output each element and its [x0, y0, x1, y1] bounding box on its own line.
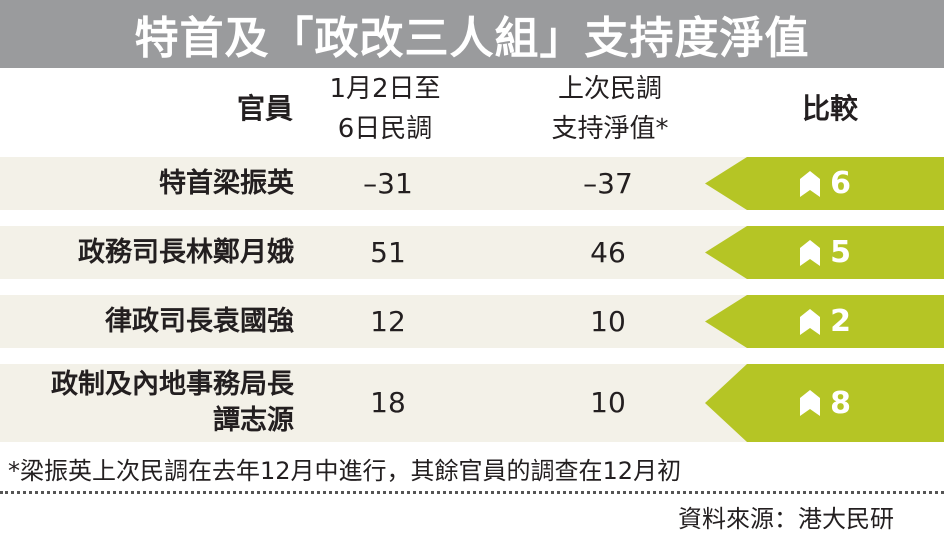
change-value: 6 — [830, 166, 851, 201]
official-name: 特首梁振英 — [159, 167, 294, 199]
chart-title: 特首及「政改三人組」支持度淨值 — [134, 13, 810, 64]
change-arrow: 5 — [705, 226, 944, 279]
header-compare: 比較 — [801, 92, 858, 125]
change-label: 6 — [705, 157, 944, 210]
table-row: 律政司長袁國強 12 10 2 — [0, 295, 944, 348]
table-row: 政務司長林鄭月娥 51 46 5 — [0, 226, 944, 279]
previous-value: 10 — [590, 386, 626, 419]
official-name: 律政司長袁國強 — [105, 305, 294, 337]
header-previous-line1: 上次民調 — [557, 74, 662, 104]
up-flag-icon — [800, 308, 821, 335]
change-label: 8 — [705, 364, 944, 442]
table-header: 官員 1月2日至 6日民調 上次民調 支持淨值* 比較 — [0, 70, 944, 152]
divider — [0, 491, 944, 494]
current-value: 51 — [370, 235, 406, 269]
header-official: 官員 — [236, 92, 293, 125]
previous-value: 10 — [590, 304, 626, 338]
change-value: 2 — [830, 304, 851, 339]
header-current-line2: 6日民調 — [337, 114, 433, 144]
previous-value: 46 — [590, 235, 626, 269]
header-current-line1: 1月2日至 — [329, 74, 441, 104]
current-value: –31 — [363, 166, 413, 200]
source-note: 資料來源：港大民研 — [678, 505, 894, 533]
official-name: 政制及內地事務局長 — [51, 369, 294, 400]
change-value: 5 — [830, 235, 851, 270]
header-previous-line2: 支持淨值* — [551, 114, 669, 144]
up-flag-icon — [800, 170, 821, 197]
change-arrow: 6 — [705, 157, 944, 210]
change-arrow-shape — [705, 295, 944, 348]
footnote: *梁振英上次民調在去年12月中進行，其餘官員的調查在12月初 — [8, 457, 682, 485]
change-arrow-shape — [705, 157, 944, 210]
change-arrow-shape — [705, 364, 944, 442]
title-bar: 特首及「政改三人組」支持度淨值 — [0, 0, 944, 68]
change-arrow: 2 — [705, 295, 944, 348]
current-value: 12 — [370, 304, 406, 338]
change-arrow-shape — [705, 226, 944, 279]
current-value: 18 — [370, 386, 406, 419]
table-row: 政制及內地事務局長譚志源 18 10 8 — [0, 364, 944, 442]
official-name: 譚志源 — [213, 405, 294, 436]
official-name: 政務司長林鄭月娥 — [78, 236, 294, 268]
change-arrow: 8 — [705, 364, 944, 442]
change-value: 8 — [830, 385, 851, 421]
previous-value: –37 — [583, 166, 633, 200]
up-flag-icon — [800, 390, 821, 416]
change-label: 5 — [705, 226, 944, 279]
table-row: 特首梁振英 –31 –37 6 — [0, 157, 944, 210]
change-label: 2 — [705, 295, 944, 348]
up-flag-icon — [800, 239, 821, 266]
